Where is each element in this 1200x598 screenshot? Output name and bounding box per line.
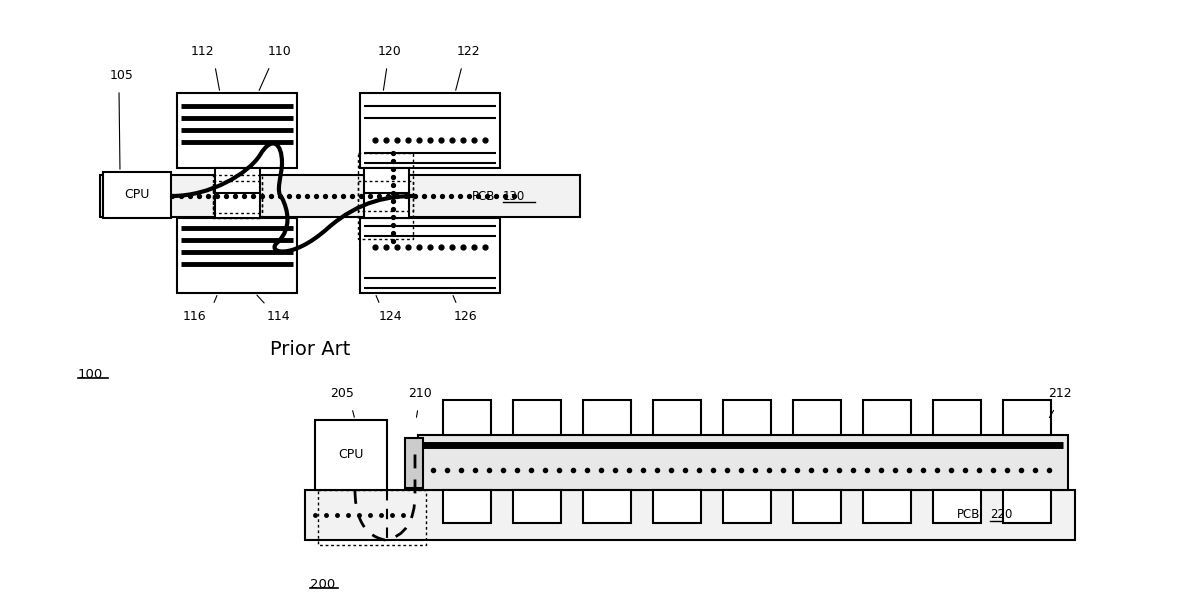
Bar: [1003, 490, 1051, 523]
Bar: [358, 153, 413, 211]
Bar: [360, 218, 500, 293]
Bar: [443, 400, 491, 435]
Bar: [863, 400, 911, 435]
Bar: [514, 400, 562, 435]
Bar: [583, 490, 631, 523]
Text: 200: 200: [310, 578, 335, 591]
Text: 212: 212: [1048, 387, 1072, 400]
Bar: [934, 490, 982, 523]
Text: CPU: CPU: [338, 448, 364, 462]
Bar: [305, 490, 1075, 540]
Bar: [215, 168, 260, 198]
Bar: [793, 400, 841, 435]
Bar: [314, 420, 386, 490]
Bar: [364, 193, 409, 218]
Bar: [1003, 400, 1051, 435]
Bar: [318, 490, 426, 545]
Text: 116: 116: [182, 310, 206, 323]
Bar: [360, 93, 500, 168]
Bar: [653, 400, 701, 435]
Bar: [653, 490, 701, 523]
Bar: [214, 181, 262, 218]
Text: 114: 114: [266, 310, 290, 323]
Text: 105: 105: [110, 69, 134, 82]
Text: 112: 112: [190, 45, 214, 58]
Text: 220: 220: [990, 508, 1013, 521]
Bar: [863, 490, 911, 523]
Bar: [215, 193, 260, 218]
Bar: [443, 490, 491, 523]
Bar: [793, 490, 841, 523]
Bar: [514, 490, 562, 523]
Text: 100: 100: [78, 368, 103, 381]
Bar: [103, 172, 172, 218]
Bar: [364, 168, 409, 198]
Bar: [722, 490, 772, 523]
Text: CPU: CPU: [125, 188, 150, 202]
Bar: [418, 435, 1068, 490]
Bar: [100, 175, 580, 217]
Bar: [583, 400, 631, 435]
Bar: [214, 175, 262, 213]
Text: 124: 124: [378, 310, 402, 323]
Bar: [722, 400, 772, 435]
Text: 126: 126: [454, 310, 476, 323]
Text: PCB: PCB: [472, 190, 496, 203]
Bar: [934, 400, 982, 435]
Text: 120: 120: [378, 45, 402, 58]
Text: Prior Art: Prior Art: [270, 340, 350, 359]
Text: 122: 122: [456, 45, 480, 58]
Text: 210: 210: [408, 387, 432, 400]
Bar: [178, 218, 298, 293]
Text: 130: 130: [503, 190, 526, 203]
Text: PCB: PCB: [956, 508, 980, 521]
Text: 205: 205: [330, 387, 354, 400]
Bar: [178, 93, 298, 168]
Text: 110: 110: [268, 45, 292, 58]
Bar: [358, 181, 413, 239]
Bar: [406, 438, 424, 488]
